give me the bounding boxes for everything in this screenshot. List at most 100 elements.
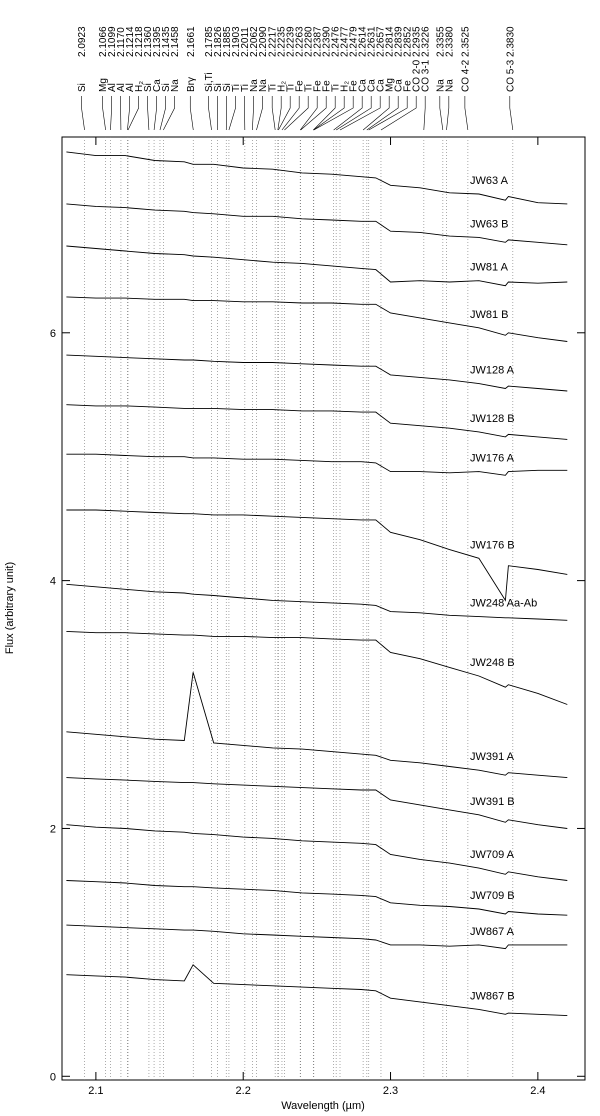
- line-wavelength: 2.1458: [170, 26, 181, 57]
- x-tick-label: 2.4: [530, 1085, 545, 1097]
- spectrum: [66, 630, 568, 705]
- line-connector: [208, 96, 212, 131]
- x-axis-label: Wavelength (µm): [281, 1100, 365, 1112]
- line-name: Ti: [268, 84, 279, 92]
- line-connector: [368, 96, 408, 131]
- line-wavelength: 2.2476: [331, 26, 342, 57]
- line-wavelength: 2.3226: [421, 26, 432, 57]
- line-wavelength: 2.2090: [258, 26, 269, 57]
- spectrum: [66, 354, 568, 392]
- line-name: Fe: [322, 80, 333, 92]
- line-name: Fe: [349, 80, 360, 92]
- spectrum: [66, 672, 568, 779]
- line-name: Na: [249, 79, 260, 92]
- y-axis-label: Flux (arbitrary unit): [4, 562, 16, 654]
- spectrum: [66, 880, 568, 916]
- line-wavelength: 2.2814: [385, 26, 396, 57]
- line-wavelength: 2.2614: [358, 26, 369, 57]
- line-name: Ti: [286, 84, 297, 92]
- line-name: CO 4-2: [460, 59, 471, 92]
- line-connector: [147, 96, 150, 131]
- line-wavelength: 2.3355: [435, 26, 446, 57]
- spectrum-label: JW709 A: [470, 849, 515, 861]
- spectrum: [66, 245, 568, 287]
- spectrum: [66, 296, 568, 342]
- line-name: Si: [143, 83, 154, 92]
- line-name: H₂: [134, 81, 145, 92]
- line-wavelength: 2.1214: [125, 26, 136, 57]
- line-connector: [127, 96, 139, 131]
- line-wavelength: 2.2280: [304, 26, 315, 57]
- line-connector: [423, 96, 426, 131]
- y-tick-label: 6: [50, 328, 56, 340]
- spectrum: [66, 583, 568, 621]
- spectrum-label: JW81 B: [470, 309, 509, 321]
- line-name: H₂: [340, 81, 351, 92]
- line-connector: [333, 96, 363, 131]
- line-connector: [313, 96, 345, 131]
- line-wavelength: 2.2239: [286, 26, 297, 57]
- spectrum-label: JW867 A: [470, 926, 515, 938]
- line-connector: [102, 96, 106, 131]
- x-tick-label: 2.3: [383, 1085, 398, 1097]
- line-name: Mg: [98, 78, 109, 92]
- line-name: Na: [444, 79, 455, 92]
- spectrum-label: JW248 Aa-Ab: [470, 598, 537, 610]
- line-name: Fe: [313, 80, 324, 92]
- line-connector: [299, 96, 318, 131]
- line-name: Si: [161, 83, 172, 92]
- line-wavelength: 2.1885: [222, 26, 233, 57]
- spectrum-label: JW176 B: [470, 539, 515, 551]
- spectrum-label: JW128 B: [470, 413, 515, 425]
- line-name: H₂: [277, 81, 288, 92]
- line-connector: [252, 96, 254, 131]
- line-connector: [313, 96, 354, 131]
- line-connector: [336, 96, 372, 131]
- line-wavelength: 2.2477: [340, 26, 351, 57]
- line-connector: [339, 96, 381, 131]
- line-name: Ca: [394, 79, 405, 92]
- spectrum: [66, 453, 568, 476]
- line-connector: [284, 96, 309, 131]
- line-connector: [81, 96, 85, 131]
- line-wavelength: 2.2657: [376, 26, 387, 57]
- line-connector: [110, 96, 112, 131]
- line-name: Na: [170, 79, 181, 92]
- spectrum-label: JW867 B: [470, 990, 515, 1002]
- line-wavelength: 2.2839: [394, 26, 405, 57]
- spectrum-label: JW391 A: [470, 751, 515, 763]
- line-connector: [159, 96, 166, 131]
- y-tick-label: 0: [50, 1071, 56, 1083]
- line-name: Ca: [367, 79, 378, 92]
- line-connector: [362, 96, 390, 131]
- spectrum: [66, 151, 568, 205]
- line-name: Fe: [403, 80, 414, 92]
- line-wavelength: 2.1435: [161, 26, 172, 57]
- line-wavelength: 2.1218: [134, 26, 145, 57]
- line-wavelength: 2.1395: [152, 26, 163, 57]
- spectrum-label: JW128 A: [470, 365, 515, 377]
- line-wavelength: 2.2390: [322, 26, 333, 57]
- line-connector: [439, 96, 444, 131]
- line-wavelength: 2.1066: [98, 26, 109, 57]
- line-wavelength: 2.1785: [204, 26, 215, 57]
- line-wavelength: 2.1826: [213, 26, 224, 57]
- spectrum-label: JW81 A: [470, 262, 509, 274]
- line-name: Ca: [358, 79, 369, 92]
- line-connector: [281, 96, 300, 131]
- line-name: Na: [258, 79, 269, 92]
- line-wavelength: 2.2235: [277, 26, 288, 57]
- line-name: Al: [107, 83, 118, 92]
- line-connector: [464, 96, 469, 131]
- line-wavelength: 2.3830: [505, 26, 516, 57]
- spectrum: [66, 203, 568, 246]
- line-wavelength: 2.1661: [186, 26, 197, 57]
- line-connector: [509, 96, 514, 131]
- plot-frame: [61, 136, 586, 1081]
- line-wavelength: 2.2263: [295, 26, 306, 57]
- line-name: Al: [125, 83, 136, 92]
- line-connector: [278, 96, 291, 131]
- line-connector: [189, 96, 194, 131]
- line-wavelength: 2.2935: [412, 26, 423, 57]
